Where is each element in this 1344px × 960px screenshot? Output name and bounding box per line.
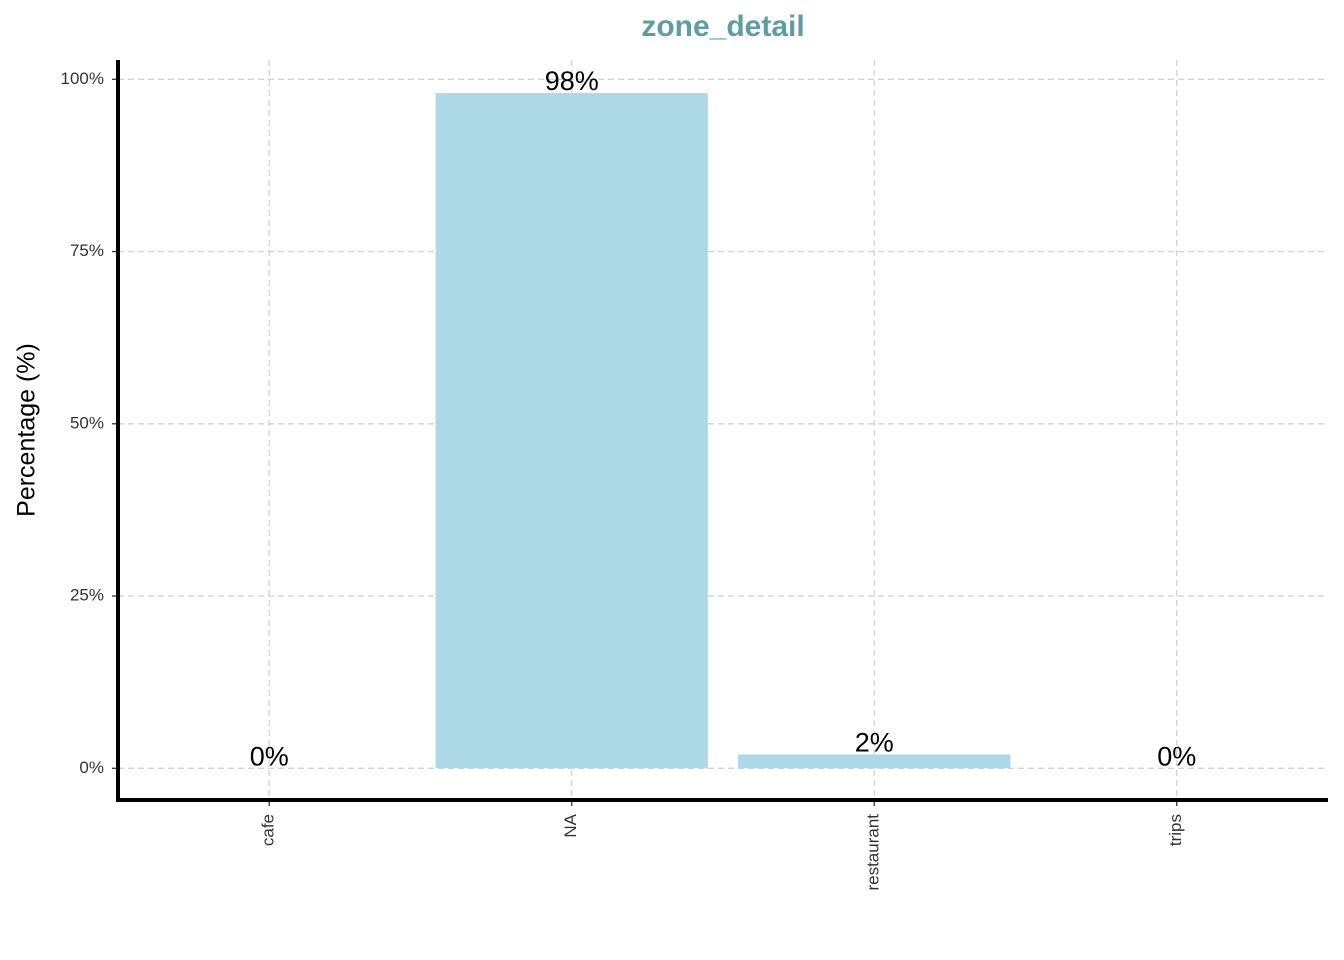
- bar: [435, 93, 708, 769]
- value-label: 98%: [545, 66, 599, 96]
- y-tick-label: 25%: [70, 586, 104, 605]
- value-label: 0%: [250, 741, 289, 771]
- y-tick-label: 100%: [61, 69, 104, 88]
- y-tick-label: 75%: [70, 241, 104, 260]
- x-tick-label: NA: [561, 813, 580, 837]
- bar: [738, 754, 1011, 769]
- x-tick-label: trips: [1166, 814, 1185, 846]
- y-tick-label: 0%: [79, 758, 104, 777]
- value-label: 2%: [855, 728, 894, 758]
- y-axis-label: Percentage (%): [13, 343, 41, 517]
- value-label: 0%: [1157, 741, 1196, 771]
- x-tick-label: restaurant: [864, 814, 883, 891]
- chart-title: zone_detail: [641, 10, 804, 43]
- x-tick-label: cafe: [259, 814, 278, 846]
- y-tick-label: 50%: [70, 413, 104, 432]
